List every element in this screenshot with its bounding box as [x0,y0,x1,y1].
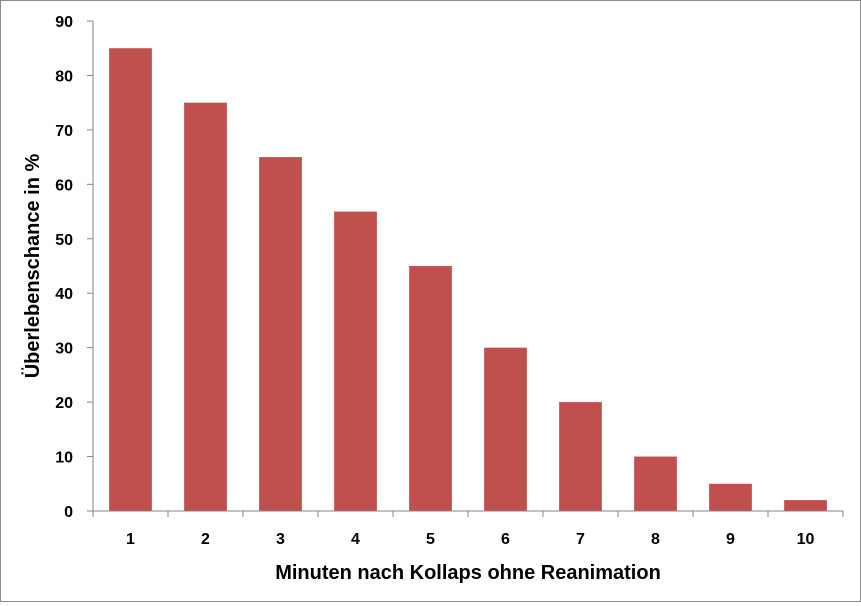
bar-9 [709,483,752,511]
y-tick-label: 40 [55,286,73,303]
bar-4 [334,211,377,511]
bar-5 [409,266,452,511]
bar-6 [484,347,527,511]
y-tick-label: 0 [64,504,73,521]
bar-7 [559,402,602,511]
y-tick-label: 10 [55,450,73,467]
y-tick-label: 60 [55,177,73,194]
bar-10 [784,500,827,511]
x-tick-label: 4 [351,531,360,548]
bar-1 [109,48,152,511]
x-tick-label: 2 [201,531,210,548]
x-tick-label: 1 [126,531,135,548]
x-tick-label: 3 [276,531,285,548]
bars-group [109,48,827,512]
y-tick-labels: 0 10 20 30 40 50 60 70 80 90 [55,14,73,521]
y-axis-title: Überlebenschance in % [21,154,44,379]
bar-8 [634,456,677,511]
y-tick-label: 90 [55,14,73,31]
y-tick-label: 30 [55,341,73,358]
x-tick-label: 6 [501,531,510,548]
y-tick-label: 20 [55,395,73,412]
bar-3 [259,157,302,512]
x-tick-label: 8 [651,531,660,548]
x-tick-label: 7 [576,531,585,548]
x-tick-label: 5 [426,531,435,548]
y-tick-label: 80 [55,68,73,85]
y-tick-label: 70 [55,123,73,140]
y-tick-label: 50 [55,232,73,249]
x-tick-label: 10 [797,531,815,548]
x-axis-title: Minuten nach Kollaps ohne Reanimation [275,562,661,584]
x-tick-label: 9 [726,531,735,548]
axes-group [87,20,844,517]
x-tick-labels: 1 2 3 4 5 6 7 8 9 10 [126,531,814,548]
bar-2 [184,102,227,512]
